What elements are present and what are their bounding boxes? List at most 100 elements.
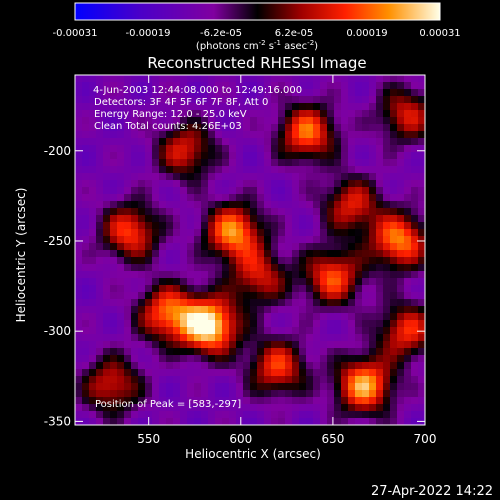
- heatmap-cell: [278, 96, 286, 104]
- heatmap-cell: [397, 215, 405, 223]
- heatmap-cell: [390, 369, 398, 377]
- heatmap-cell: [117, 383, 125, 391]
- heatmap-cell: [103, 236, 111, 244]
- heatmap-cell: [257, 411, 265, 419]
- heatmap-cell: [194, 341, 202, 349]
- heatmap-cell: [236, 355, 244, 363]
- heatmap-cell: [201, 320, 209, 328]
- heatmap-cell: [278, 117, 286, 125]
- heatmap-cell: [89, 362, 97, 370]
- heatmap-cell: [236, 250, 244, 258]
- heatmap-cell: [89, 89, 97, 97]
- heatmap-cell: [173, 390, 181, 398]
- heatmap-cell: [313, 397, 321, 405]
- heatmap-cell: [285, 292, 293, 300]
- heatmap-cell: [292, 278, 300, 286]
- heatmap-cell: [243, 334, 251, 342]
- heatmap-cell: [117, 313, 125, 321]
- heatmap-cell: [278, 285, 286, 293]
- heatmap-cell: [236, 327, 244, 335]
- heatmap-cell: [236, 341, 244, 349]
- heatmap-cell: [194, 236, 202, 244]
- heatmap-cell: [215, 180, 223, 188]
- heatmap-cell: [327, 418, 335, 426]
- heatmap-cell: [215, 404, 223, 412]
- heatmap-cell: [348, 348, 356, 356]
- heatmap-cell: [264, 306, 272, 314]
- heatmap-cell: [145, 103, 153, 111]
- heatmap-cell: [271, 327, 279, 335]
- heatmap-cell: [313, 215, 321, 223]
- heatmap-cell: [124, 271, 132, 279]
- heatmap-cell: [103, 278, 111, 286]
- heatmap-cell: [278, 201, 286, 209]
- heatmap-cell: [138, 173, 146, 181]
- heatmap-cell: [159, 236, 167, 244]
- heatmap-cell: [229, 110, 237, 118]
- heatmap-cell: [124, 173, 132, 181]
- heatmap-cell: [341, 264, 349, 272]
- heatmap-cell: [201, 208, 209, 216]
- heatmap-cell: [131, 236, 139, 244]
- heatmap-cell: [285, 201, 293, 209]
- heatmap-cell: [215, 117, 223, 125]
- heatmap-cell: [243, 201, 251, 209]
- heatmap-cell: [89, 264, 97, 272]
- heatmap-cell: [89, 369, 97, 377]
- heatmap-cell: [390, 89, 398, 97]
- heatmap-cell: [348, 187, 356, 195]
- heatmap-cell: [117, 278, 125, 286]
- heatmap-cell: [243, 166, 251, 174]
- heatmap-cell: [285, 110, 293, 118]
- heatmap-cell: [180, 362, 188, 370]
- heatmap-cell: [166, 82, 174, 90]
- heatmap-cell: [243, 243, 251, 251]
- heatmap-cell: [75, 96, 83, 104]
- heatmap-cell: [404, 271, 412, 279]
- heatmap-cell: [390, 418, 398, 426]
- heatmap-cell: [257, 404, 265, 412]
- heatmap-cell: [215, 376, 223, 384]
- heatmap-cell: [404, 180, 412, 188]
- heatmap-cell: [299, 96, 307, 104]
- heatmap-cell: [194, 103, 202, 111]
- heatmap-cell: [131, 173, 139, 181]
- heatmap-cell: [96, 173, 104, 181]
- heatmap-cell: [334, 390, 342, 398]
- heatmap-cell: [131, 117, 139, 125]
- heatmap-cell: [348, 418, 356, 426]
- heatmap-cell: [96, 229, 104, 237]
- heatmap-cell: [96, 278, 104, 286]
- heatmap-cell: [180, 306, 188, 314]
- heatmap-cell: [82, 257, 90, 265]
- heatmap-cell: [383, 264, 391, 272]
- heatmap-cell: [404, 257, 412, 265]
- heatmap-cell: [383, 369, 391, 377]
- heatmap-cell: [229, 334, 237, 342]
- heatmap-cell: [278, 124, 286, 132]
- heatmap-cell: [208, 348, 216, 356]
- heatmap-cell: [117, 117, 125, 125]
- heatmap-cell: [166, 250, 174, 258]
- heatmap-cell: [404, 124, 412, 132]
- heatmap-cell: [180, 250, 188, 258]
- heatmap-cell: [306, 264, 314, 272]
- heatmap-cell: [96, 369, 104, 377]
- heatmap-cell: [236, 313, 244, 321]
- heatmap-cell: [187, 327, 195, 335]
- heatmap-cell: [320, 243, 328, 251]
- heatmap-cell: [362, 285, 370, 293]
- heatmap-cell: [285, 166, 293, 174]
- heatmap-cell: [180, 327, 188, 335]
- heatmap-cell: [250, 257, 258, 265]
- heatmap-cell: [320, 117, 328, 125]
- heatmap-cell: [397, 264, 405, 272]
- heatmap-cell: [166, 222, 174, 230]
- heatmap-cell: [89, 145, 97, 153]
- heatmap-cell: [187, 369, 195, 377]
- heatmap-cell: [306, 229, 314, 237]
- heatmap-cell: [180, 201, 188, 209]
- heatmap-cell: [376, 187, 384, 195]
- heatmap-cell: [201, 313, 209, 321]
- heatmap-cell: [334, 236, 342, 244]
